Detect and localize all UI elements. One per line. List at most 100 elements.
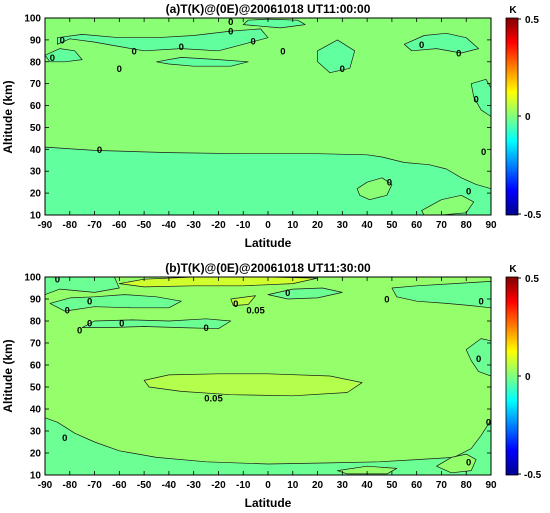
panel-b-y-ticks: 10 20 30 40 50 60 70 80 90 100 — [24, 273, 491, 482]
panel-a-x-axis-label: Latitude — [245, 236, 292, 250]
contour-region-8 — [267, 287, 343, 300]
y-tick-label: 80 — [30, 57, 42, 68]
x-tick-label: 70 — [436, 480, 448, 491]
panel-a-colorbar-gradient — [505, 17, 519, 216]
contour-region-10 — [421, 194, 475, 215]
contour-label: 0 — [285, 288, 290, 299]
contour-label: 0 — [466, 186, 471, 197]
contour-region-4 — [230, 295, 256, 306]
contour-region-10 — [465, 338, 491, 377]
y-tick-label: 30 — [30, 167, 42, 178]
panel-a-colorbar-tick-max: 0.5 — [525, 15, 539, 26]
contour-label: 0 — [77, 325, 82, 336]
panel-b-title: (b)T(K)@(0E)@20061018 UT11:30:00 — [165, 261, 371, 275]
contour-label: 0 — [233, 299, 238, 310]
panel-b-colorbar-tick-min: -0.5 — [524, 470, 542, 481]
x-tick-label: 20 — [312, 480, 324, 491]
panel-a-colorbar-tick-zero: 0 — [525, 112, 531, 123]
y-tick-label: 100 — [24, 273, 41, 284]
contour-region-12 — [436, 453, 477, 474]
x-tick-label: -50 — [137, 220, 152, 231]
x-tick-label: -80 — [63, 480, 78, 491]
y-tick-label: 40 — [30, 405, 42, 416]
contour-label: 0 — [50, 53, 55, 64]
y-tick-label: 100 — [24, 14, 41, 25]
x-tick-label: 50 — [386, 480, 398, 491]
contour-region-6 — [403, 32, 479, 54]
contour-region-1 — [143, 373, 363, 397]
contour-region-9 — [356, 177, 393, 201]
panel-b-colorbar-tick-zero: 0 — [525, 372, 531, 383]
y-tick-label: 70 — [30, 339, 42, 350]
x-tick-label: -90 — [38, 220, 53, 231]
y-tick-label: 90 — [30, 295, 42, 306]
panel-b-x-ticks: -90 -80 -70 -60 -50 -40 -30 -20 -10 0 10 20 30 40 50 60… — [38, 277, 497, 491]
y-tick-label: 70 — [30, 79, 42, 90]
x-tick-label: -80 — [63, 220, 78, 231]
contour-label: 0 — [486, 418, 491, 429]
contour-region-11 — [45, 417, 491, 475]
contour-label: 0 — [466, 457, 471, 468]
x-tick-label: 20 — [312, 220, 324, 231]
contour-label: 0 — [384, 295, 389, 306]
y-tick-label: 60 — [30, 361, 42, 372]
x-tick-label: -20 — [211, 220, 226, 231]
panel-b: (b)T(K)@(0E)@20061018 UT11:30:00 0 0 0 0 0.0… — [1, 261, 542, 510]
x-tick-label: 90 — [485, 480, 497, 491]
contour-region-7 — [81, 318, 232, 330]
contour-label: 0.05 — [204, 394, 223, 405]
contour-label: 0 — [119, 319, 124, 330]
y-tick-label: 40 — [30, 145, 42, 156]
x-tick-label: -40 — [162, 480, 177, 491]
contour-label: 0 — [478, 297, 483, 308]
contour-label: 0 — [60, 35, 65, 46]
contour-label: 0 — [55, 275, 60, 286]
contour-label: 0 — [179, 42, 184, 53]
x-tick-label: -70 — [87, 480, 102, 491]
x-tick-label: -30 — [186, 220, 201, 231]
contour-label: 0 — [117, 64, 122, 75]
x-tick-label: -70 — [87, 220, 102, 231]
y-tick-label: 60 — [30, 101, 42, 112]
contour-label: 0 — [456, 49, 461, 60]
y-tick-label: 20 — [30, 189, 42, 200]
x-tick-label: -60 — [112, 220, 127, 231]
x-tick-label: 0 — [265, 220, 271, 231]
x-tick-label: 10 — [287, 220, 299, 231]
y-tick-label: 10 — [30, 211, 42, 222]
contour-label: 0 — [340, 64, 345, 75]
panel-a-y-axis-label: Altitude (km) — [1, 80, 15, 153]
x-tick-label: 70 — [436, 220, 448, 231]
x-tick-label: 40 — [362, 220, 374, 231]
panel-a-colorbar: K 0.5 0 -0.5 — [505, 5, 542, 221]
x-tick-label: 80 — [461, 480, 473, 491]
x-tick-label: 40 — [362, 480, 374, 491]
contour-label: 0 — [87, 297, 92, 308]
panel-b-colorbar-unit: K — [509, 264, 517, 275]
contour-label: 0 — [203, 323, 208, 334]
contour-region-7 — [317, 39, 356, 74]
contour-label: 0 — [476, 354, 481, 365]
x-tick-label: 60 — [411, 480, 423, 491]
panel-b-x-axis-label: Latitude — [245, 496, 292, 510]
contour-region-1 — [45, 146, 491, 215]
contour-label: 0 — [419, 40, 424, 51]
panel-a-x-ticks: -90 -80 -70 -60 -50 -40 -30 -20 -10 0 10 20 30 40 50 60… — [38, 18, 497, 231]
panel-a-colorbar-unit: K — [509, 5, 517, 16]
panel-b-colorbar: K 0.5 0 -0.5 — [505, 264, 542, 481]
x-tick-label: 90 — [485, 220, 497, 231]
contour-label: 0 — [62, 433, 67, 444]
panel-b-y-axis-label: Altitude (km) — [1, 339, 15, 412]
contour-label: 0 — [228, 17, 233, 28]
y-tick-label: 50 — [30, 383, 42, 394]
contour-region-6 — [49, 294, 182, 312]
panel-b-colorbar-gradient — [505, 276, 519, 476]
x-tick-label: -10 — [236, 480, 251, 491]
contour-label: 0 — [97, 145, 102, 156]
contour-label: 0 — [280, 46, 285, 57]
x-tick-label: 80 — [461, 220, 473, 231]
